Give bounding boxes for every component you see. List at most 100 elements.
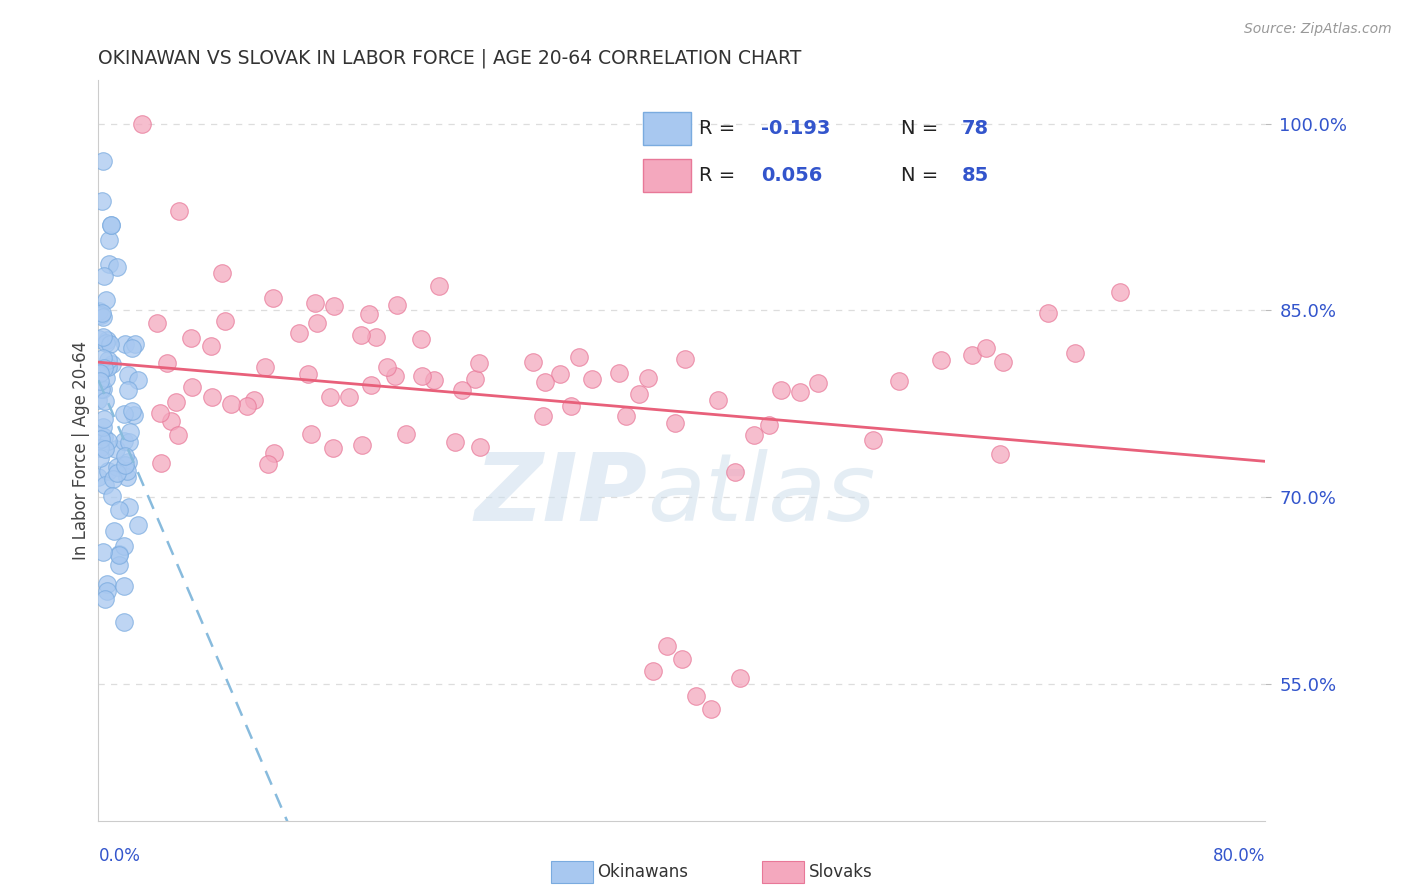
Point <box>108 558 131 572</box>
Point <box>121 341 143 355</box>
Point <box>108 547 131 561</box>
Point <box>93 412 115 426</box>
Point <box>124 337 146 351</box>
Point <box>288 326 311 340</box>
Point <box>105 466 128 480</box>
Point <box>117 464 139 478</box>
Y-axis label: In Labor Force | Age 20-64: In Labor Force | Age 20-64 <box>72 341 90 560</box>
Point <box>97 257 120 271</box>
Point <box>991 355 1014 369</box>
Point <box>468 440 491 454</box>
Point <box>451 384 474 398</box>
Point <box>97 353 120 368</box>
Point <box>214 314 236 328</box>
Point <box>89 375 111 389</box>
Point <box>256 458 278 472</box>
Point <box>307 316 329 330</box>
Point <box>108 503 131 517</box>
Point <box>105 260 128 275</box>
Point <box>707 392 730 407</box>
Point <box>93 268 115 283</box>
Point <box>105 442 128 456</box>
Point <box>724 465 747 479</box>
Text: 0.0%: 0.0% <box>98 847 141 864</box>
Point <box>262 291 284 305</box>
Point <box>534 375 557 389</box>
Point <box>614 409 637 423</box>
Point <box>607 367 630 381</box>
Point <box>468 356 491 370</box>
Point <box>96 584 118 599</box>
Point <box>357 307 380 321</box>
Point <box>101 358 124 372</box>
Point <box>91 419 114 434</box>
Point <box>758 417 780 432</box>
Text: atlas: atlas <box>647 450 875 541</box>
Point <box>97 360 120 375</box>
Point <box>742 427 765 442</box>
Point <box>112 579 135 593</box>
Point <box>89 441 111 455</box>
Point <box>98 234 121 248</box>
Point <box>423 374 446 388</box>
Point <box>263 446 285 460</box>
Point <box>127 373 149 387</box>
Point <box>201 390 224 404</box>
Point <box>96 333 118 347</box>
Point <box>112 434 135 449</box>
Point <box>384 369 406 384</box>
Point <box>118 500 141 514</box>
Point <box>673 352 696 367</box>
Point <box>464 372 486 386</box>
Point <box>960 348 983 362</box>
Point <box>112 407 135 421</box>
Point <box>444 434 467 449</box>
Point <box>1108 285 1130 299</box>
Point <box>789 385 811 400</box>
Point <box>531 409 554 424</box>
Point <box>150 456 173 470</box>
Point <box>243 392 266 407</box>
Point <box>117 368 139 383</box>
Point <box>93 545 115 559</box>
Point <box>671 652 693 666</box>
Point <box>156 356 179 370</box>
Point <box>112 540 135 554</box>
Point <box>522 355 544 369</box>
Point <box>581 372 603 386</box>
Point <box>105 460 128 475</box>
Text: Okinawans: Okinawans <box>598 863 689 881</box>
Point <box>427 278 450 293</box>
Point <box>862 433 884 447</box>
Point <box>91 154 114 169</box>
Point <box>337 390 360 404</box>
Point <box>101 472 124 486</box>
Point <box>100 218 122 232</box>
Point <box>364 330 387 344</box>
Point <box>299 427 322 442</box>
Point <box>100 490 122 504</box>
Point <box>114 458 136 472</box>
Point <box>91 351 114 365</box>
Point <box>1038 306 1060 320</box>
Point <box>548 367 571 381</box>
Point <box>112 615 135 630</box>
Point <box>90 308 112 322</box>
Point <box>627 386 650 401</box>
Point <box>114 449 136 463</box>
Point <box>118 435 141 450</box>
Point <box>91 306 114 320</box>
Point <box>108 548 131 562</box>
Point <box>118 425 141 440</box>
Point <box>91 310 114 324</box>
Point <box>103 524 125 538</box>
Point <box>94 477 117 491</box>
Point <box>93 361 115 376</box>
Point <box>219 397 242 411</box>
Point <box>730 671 752 685</box>
Point <box>117 383 139 397</box>
Point <box>98 336 121 351</box>
Point <box>769 383 792 397</box>
Text: OKINAWAN VS SLOVAK IN LABOR FORCE | AGE 20-64 CORRELATION CHART: OKINAWAN VS SLOVAK IN LABOR FORCE | AGE … <box>98 48 801 68</box>
Point <box>385 298 408 312</box>
